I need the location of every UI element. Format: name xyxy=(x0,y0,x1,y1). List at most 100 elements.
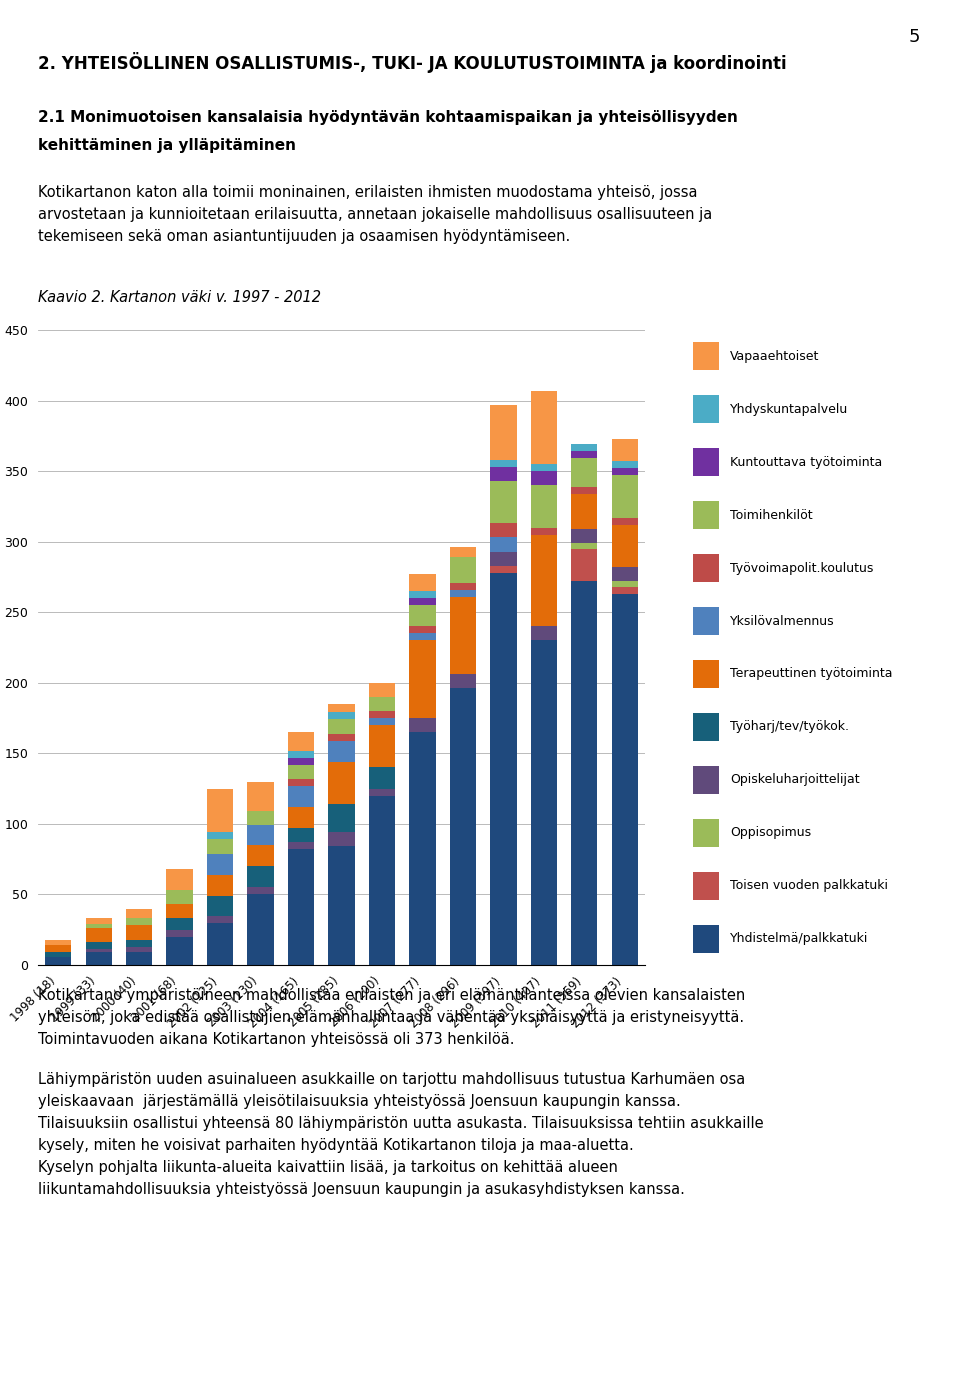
Bar xyxy=(531,464,557,471)
Bar xyxy=(328,741,354,762)
Text: liikuntamahdollisuuksia yhteistyössä Joensuun kaupungin ja asukasyhdistyksen kan: liikuntamahdollisuuksia yhteistyössä Joe… xyxy=(38,1181,684,1197)
Bar xyxy=(248,811,274,825)
Bar xyxy=(45,945,71,952)
FancyBboxPatch shape xyxy=(693,660,719,688)
Bar xyxy=(491,523,516,537)
Bar xyxy=(45,956,71,965)
Bar xyxy=(409,591,436,598)
FancyBboxPatch shape xyxy=(693,449,719,477)
FancyBboxPatch shape xyxy=(693,766,719,794)
Text: Kotikartano ympäristöineen mahdollistaa erilaisten ja eri elämäntilanteissa olev: Kotikartano ympäristöineen mahdollistaa … xyxy=(38,988,745,1002)
Bar xyxy=(369,719,396,726)
FancyBboxPatch shape xyxy=(693,554,719,582)
Bar xyxy=(571,487,597,493)
Bar xyxy=(166,905,193,918)
Bar xyxy=(369,768,396,788)
Bar xyxy=(571,528,597,542)
Bar xyxy=(126,946,153,952)
Bar xyxy=(571,549,597,582)
Bar xyxy=(531,485,557,527)
Bar xyxy=(449,674,476,688)
Bar xyxy=(449,688,476,965)
Text: Työharj/tev/työkok.: Työharj/tev/työkok. xyxy=(730,720,849,734)
Bar xyxy=(207,923,233,965)
Bar xyxy=(207,896,233,916)
Bar xyxy=(612,439,637,461)
Text: 2. YHTEISÖLLINEN OSALLISTUMIS-, TUKI- JA KOULUTUSTOIMINTA ja koordinointi: 2. YHTEISÖLLINEN OSALLISTUMIS-, TUKI- JA… xyxy=(38,52,786,73)
Bar xyxy=(612,568,637,582)
Bar xyxy=(126,952,153,965)
Bar xyxy=(571,452,597,459)
Bar xyxy=(531,626,557,640)
Bar xyxy=(207,854,233,875)
Text: Kaavio 2. Kartanon väki v. 1997 - 2012: Kaavio 2. Kartanon väki v. 1997 - 2012 xyxy=(38,289,321,305)
Bar xyxy=(248,781,274,811)
Bar xyxy=(328,734,354,741)
Bar xyxy=(166,870,193,891)
Bar xyxy=(571,582,597,965)
Bar xyxy=(369,696,396,712)
Bar xyxy=(328,762,354,804)
Text: yhteisön, joka edistää osallistujien elämänhallintaa ja vähentää yksinäisyyttä j: yhteisön, joka edistää osallistujien elä… xyxy=(38,1009,744,1025)
Text: Tilaisuuksiin osallistui yhteensä 80 lähiympäristön uutta asukasta. Tilaisuuksis: Tilaisuuksiin osallistui yhteensä 80 läh… xyxy=(38,1116,763,1131)
Bar xyxy=(449,590,476,597)
Text: 2.1 Monimuotoisen kansalaisia hyödyntävän kohtaamispaikan ja yhteisöllisyyden: 2.1 Monimuotoisen kansalaisia hyödyntävä… xyxy=(38,110,738,124)
Text: Yksilövalmennus: Yksilövalmennus xyxy=(730,615,834,628)
Bar xyxy=(207,839,233,854)
Bar xyxy=(166,891,193,905)
Bar xyxy=(166,930,193,937)
Bar xyxy=(612,517,637,524)
FancyBboxPatch shape xyxy=(693,343,719,370)
Bar xyxy=(288,733,314,751)
Bar xyxy=(531,527,557,534)
Bar xyxy=(409,605,436,626)
Bar xyxy=(612,468,637,475)
Text: kysely, miten he voisivat parhaiten hyödyntää Kotikartanon tiloja ja maa-aluetta: kysely, miten he voisivat parhaiten hyöd… xyxy=(38,1138,634,1153)
Bar xyxy=(126,925,153,939)
Bar xyxy=(571,459,597,487)
Bar xyxy=(248,888,274,895)
Bar xyxy=(369,726,396,768)
Bar xyxy=(45,939,71,945)
Text: Kotikartanon katon alla toimii moninainen, erilaisten ihmisten muodostama yhteis: Kotikartanon katon alla toimii moninaine… xyxy=(38,185,698,200)
Text: yleiskaavaan  järjestämällä yleisötilaisuuksia yhteistyössä Joensuun kaupungin k: yleiskaavaan järjestämällä yleisötilaisu… xyxy=(38,1095,681,1109)
Bar xyxy=(328,846,354,965)
Bar xyxy=(328,713,354,720)
Bar xyxy=(491,552,516,566)
Bar xyxy=(288,850,314,965)
Bar xyxy=(612,587,637,594)
Text: Lähiympäristön uuden asuinalueen asukkaille on tarjottu mahdollisuus tutustua Ka: Lähiympäristön uuden asuinalueen asukkai… xyxy=(38,1072,745,1088)
Bar xyxy=(85,942,112,949)
Bar xyxy=(571,542,597,549)
Bar xyxy=(248,867,274,888)
Bar xyxy=(248,825,274,844)
Bar xyxy=(288,751,314,758)
Bar xyxy=(409,626,436,633)
Bar xyxy=(85,924,112,928)
Bar xyxy=(612,594,637,965)
Bar xyxy=(126,918,153,925)
FancyBboxPatch shape xyxy=(693,713,719,741)
FancyBboxPatch shape xyxy=(693,819,719,847)
Bar xyxy=(288,758,314,765)
Bar xyxy=(612,582,637,587)
Bar xyxy=(531,471,557,485)
Bar xyxy=(328,804,354,832)
Text: Oppisopimus: Oppisopimus xyxy=(730,826,811,839)
Bar xyxy=(409,733,436,965)
Bar xyxy=(126,939,153,946)
Bar xyxy=(491,537,516,552)
Text: Yhdistelmä/palkkatuki: Yhdistelmä/palkkatuki xyxy=(730,932,868,945)
Bar xyxy=(369,795,396,965)
FancyBboxPatch shape xyxy=(693,502,719,530)
FancyBboxPatch shape xyxy=(693,607,719,635)
Bar xyxy=(531,534,557,626)
Bar xyxy=(85,928,112,942)
Bar xyxy=(491,460,516,467)
Text: Terapeuttinen työtoiminta: Terapeuttinen työtoiminta xyxy=(730,667,893,681)
FancyBboxPatch shape xyxy=(693,924,719,952)
Bar xyxy=(288,786,314,807)
FancyBboxPatch shape xyxy=(693,872,719,899)
Bar xyxy=(288,828,314,842)
Bar xyxy=(409,598,436,605)
